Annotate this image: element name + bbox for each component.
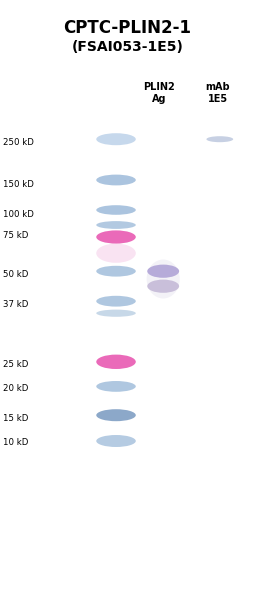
Text: 50 kD: 50 kD	[3, 269, 28, 278]
Text: (FSAI053-1E5): (FSAI053-1E5)	[71, 40, 183, 54]
Text: 15 kD: 15 kD	[3, 414, 28, 424]
Ellipse shape	[96, 244, 135, 263]
Text: mAb
1E5: mAb 1E5	[205, 82, 229, 104]
Ellipse shape	[96, 175, 135, 185]
Ellipse shape	[96, 381, 135, 392]
Text: 150 kD: 150 kD	[3, 180, 33, 188]
Ellipse shape	[96, 221, 135, 229]
Ellipse shape	[96, 355, 135, 369]
Text: 37 kD: 37 kD	[3, 300, 28, 310]
Ellipse shape	[147, 280, 179, 293]
Ellipse shape	[96, 409, 135, 421]
Ellipse shape	[96, 435, 135, 447]
Text: 10 kD: 10 kD	[3, 438, 28, 447]
Text: 250 kD: 250 kD	[3, 138, 33, 147]
Ellipse shape	[146, 259, 179, 298]
Text: 25 kD: 25 kD	[3, 359, 28, 368]
Ellipse shape	[96, 133, 135, 145]
Ellipse shape	[96, 230, 135, 244]
Ellipse shape	[206, 136, 232, 142]
Text: PLIN2
Ag: PLIN2 Ag	[143, 82, 174, 104]
Text: 20 kD: 20 kD	[3, 385, 28, 394]
Ellipse shape	[147, 265, 179, 278]
Ellipse shape	[96, 266, 135, 277]
Ellipse shape	[96, 205, 135, 215]
Text: CPTC-PLIN2-1: CPTC-PLIN2-1	[63, 19, 191, 37]
Text: 75 kD: 75 kD	[3, 231, 28, 240]
Ellipse shape	[96, 310, 135, 317]
Ellipse shape	[96, 296, 135, 307]
Text: 100 kD: 100 kD	[3, 210, 33, 219]
